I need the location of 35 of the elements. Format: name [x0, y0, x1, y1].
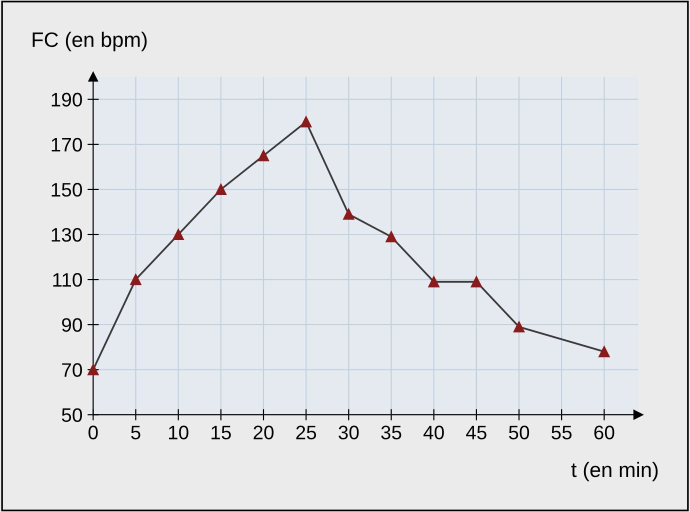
point — [172, 228, 184, 240]
point — [343, 208, 354, 220]
y-axis-title: FC (en bpm) — [32, 32, 147, 52]
x-tick-label: 20 — [254, 426, 274, 440]
point — [598, 346, 610, 358]
point — [130, 274, 142, 286]
x-tick-label: 15 — [212, 426, 231, 440]
point — [215, 184, 226, 195]
point — [88, 364, 99, 376]
point — [513, 321, 525, 332]
x-tick-label: 55 — [552, 426, 572, 440]
point — [386, 231, 397, 242]
point — [300, 116, 312, 128]
y-tick-label: 130 — [52, 228, 82, 242]
point — [470, 276, 482, 288]
x-tick-label: 50 — [508, 426, 530, 440]
y-tick-label: 170 — [52, 138, 82, 152]
y-tick-label: 150 — [52, 182, 82, 197]
y-tick-label: 90 — [62, 318, 82, 332]
x-tick-label: 30 — [338, 426, 359, 440]
x-tick-label: 60 — [594, 426, 614, 440]
y-tick-label: 50 — [62, 408, 82, 422]
x-tick-label: 40 — [423, 426, 444, 440]
x-tick-label: 5 — [131, 426, 140, 440]
point — [428, 276, 440, 288]
y-tick-label: 70 — [62, 363, 82, 377]
x-tick-label: 25 — [296, 426, 316, 440]
x-tick-label: 45 — [466, 426, 486, 440]
x-tick-label: 0 — [88, 426, 98, 440]
x-tick-label: 35 — [381, 426, 402, 440]
x-axis-title: t (en min) — [571, 462, 658, 482]
y-tick-label: 190 — [52, 92, 82, 107]
point — [258, 150, 270, 162]
y-tick-label: 110 — [53, 273, 82, 287]
x-tick-label: 10 — [168, 426, 188, 440]
